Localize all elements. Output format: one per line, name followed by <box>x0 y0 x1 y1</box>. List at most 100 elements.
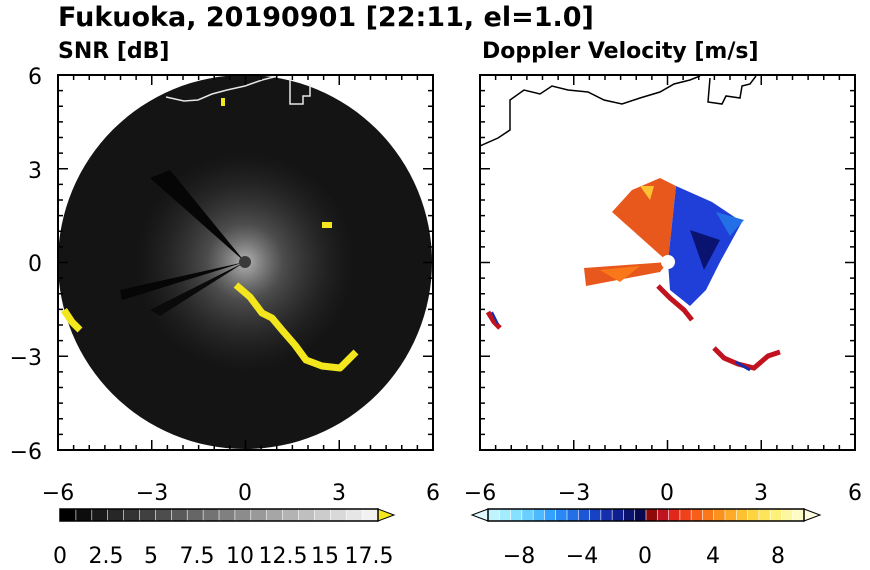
snr-colorbar-swatch <box>329 508 347 522</box>
doppler-colorbar-swatch <box>668 508 681 522</box>
snr-colorbar-swatch <box>298 508 316 522</box>
doppler-colorbar-tick-label: 4 <box>706 544 720 569</box>
doppler-clutter-band <box>485 310 502 330</box>
doppler-colorbar-swatch <box>735 508 749 522</box>
doppler-colorbar-swatch <box>634 508 647 522</box>
snr-y-axis-labels: 6 3 0 −3 −6 <box>10 65 42 465</box>
snr-colorbar-swatch <box>202 508 220 522</box>
doppler-panel: Doppler Velocity [m/s] −6 − <box>464 39 862 569</box>
snr-colorbar-tick-label: 7.5 <box>180 544 215 569</box>
snr-colorbar-tick-label: 17.5 <box>345 544 394 569</box>
doppler-plot-area <box>480 75 781 372</box>
snr-xtick-label: 6 <box>426 481 440 506</box>
doppler-colorbar-labels: −8 −4 0 4 8 <box>503 544 785 569</box>
snr-ytick-label: 0 <box>28 252 42 277</box>
doppler-radar-site <box>661 255 675 269</box>
doppler-xtick-label: 3 <box>754 481 768 506</box>
doppler-colorbar-swatch <box>645 508 659 522</box>
doppler-colorbar-tick-label: −4 <box>566 544 598 569</box>
snr-colorbar-tick-label: 12.5 <box>259 544 308 569</box>
doppler-coastline <box>707 75 757 105</box>
doppler-clutter-band <box>735 360 751 372</box>
doppler-colorbar-swatch <box>510 508 523 522</box>
doppler-receding-echoes <box>600 266 640 282</box>
snr-panel-title: SNR [dB] <box>58 39 169 64</box>
doppler-xtick-label: 6 <box>848 481 862 506</box>
snr-coastline <box>165 75 279 102</box>
snr-colorbar-swatch <box>107 508 125 522</box>
snr-colorbar-swatch <box>59 508 77 522</box>
doppler-xtick-label: −3 <box>558 481 590 506</box>
snr-beam-blockage <box>150 170 245 262</box>
snr-colorbar-swatch <box>250 508 268 522</box>
doppler-colorbar-swatch <box>566 508 580 522</box>
snr-colorbar-swatch <box>234 508 252 522</box>
doppler-xtick-label: −6 <box>464 481 496 506</box>
snr-ytick-label: −6 <box>10 440 42 465</box>
doppler-colorbar-swatch <box>623 508 636 522</box>
snr-ytick-label: 6 <box>28 65 42 90</box>
snr-colorbar-swatch <box>266 508 284 522</box>
doppler-colorbar-swatch <box>690 508 704 522</box>
snr-strong-echo-patch <box>322 222 332 228</box>
doppler-colorbar-swatch <box>781 508 794 522</box>
doppler-colorbar-swatch <box>589 508 602 522</box>
snr-xtick-label: 3 <box>332 481 346 506</box>
doppler-colorbar-tick-label: 0 <box>638 544 652 569</box>
snr-colorbar-swatch <box>282 508 300 522</box>
snr-colorbar-swatch <box>155 508 173 522</box>
snr-colorbar-swatch <box>361 508 379 522</box>
doppler-coastline <box>480 75 701 147</box>
doppler-colorbar-swatch <box>521 508 534 522</box>
doppler-x-axis-labels: −6 −3 0 3 6 <box>464 481 862 506</box>
snr-colorbar-swatch <box>345 508 363 522</box>
snr-strong-echo-patch <box>221 98 225 106</box>
doppler-receding-echoes <box>612 178 676 262</box>
snr-xtick-label: −6 <box>42 481 74 506</box>
snr-colorbar-swatch <box>186 508 204 522</box>
snr-colorbar-swatch <box>75 508 93 522</box>
doppler-colorbar-swatch <box>611 508 625 522</box>
snr-plot-area <box>58 75 432 449</box>
doppler-colorbar-tick-label: −8 <box>503 544 535 569</box>
snr-colorbar-swatch <box>139 508 157 522</box>
doppler-colorbar-swatch <box>656 508 670 522</box>
snr-ytick-label: 3 <box>28 159 42 184</box>
snr-panel: SNR [dB] 6 3 0 −3 −6 <box>10 39 440 569</box>
snr-colorbar-swatch <box>123 508 141 522</box>
snr-colorbar-swatch <box>171 508 189 522</box>
snr-xtick-label: 0 <box>238 481 252 506</box>
snr-beam-blockage <box>120 262 245 300</box>
doppler-axis-ticks <box>479 74 856 451</box>
doppler-clutter-band <box>491 311 499 325</box>
snr-colorbar-tick-label: 15 <box>311 544 339 569</box>
snr-x-axis-labels: −6 −3 0 3 6 <box>42 481 440 506</box>
doppler-colorbar-swatch <box>713 508 726 522</box>
figure-title: Fukuoka, 20190901 [22:11, el=1.0] <box>58 2 594 33</box>
snr-strong-echo-band <box>61 308 83 333</box>
snr-strong-echo-band <box>233 282 359 372</box>
snr-colorbar-swatch <box>314 508 332 522</box>
snr-colorbar-outline <box>59 508 379 522</box>
doppler-colorbar-swatch <box>702 508 715 522</box>
snr-colorbar-swatch <box>91 508 109 522</box>
doppler-colorbar-swatch <box>487 508 501 522</box>
doppler-colorbar-swatch <box>498 508 512 522</box>
doppler-clutter-band <box>712 346 781 371</box>
snr-radar-site <box>239 256 251 268</box>
doppler-colorbar-swatch <box>679 508 692 522</box>
snr-colorbar-tick-label: 0 <box>53 544 67 569</box>
doppler-colorbar-swatch <box>769 508 783 522</box>
doppler-colorbar-swatch <box>532 508 546 522</box>
doppler-colorbar-swatch <box>555 508 568 522</box>
doppler-colorbar-tick-label: 8 <box>771 544 785 569</box>
doppler-colorbar-swatch <box>600 508 613 522</box>
doppler-colorbar-extend-min <box>470 508 489 522</box>
doppler-colorbar <box>470 508 822 522</box>
doppler-colorbar-swatch <box>577 508 591 522</box>
doppler-colorbar-swatch <box>724 508 738 522</box>
snr-colorbar-extend-max <box>377 508 396 522</box>
snr-colorbar-tick-label: 5 <box>144 544 158 569</box>
snr-coastline <box>289 78 311 105</box>
doppler-clutter-band <box>656 284 694 322</box>
